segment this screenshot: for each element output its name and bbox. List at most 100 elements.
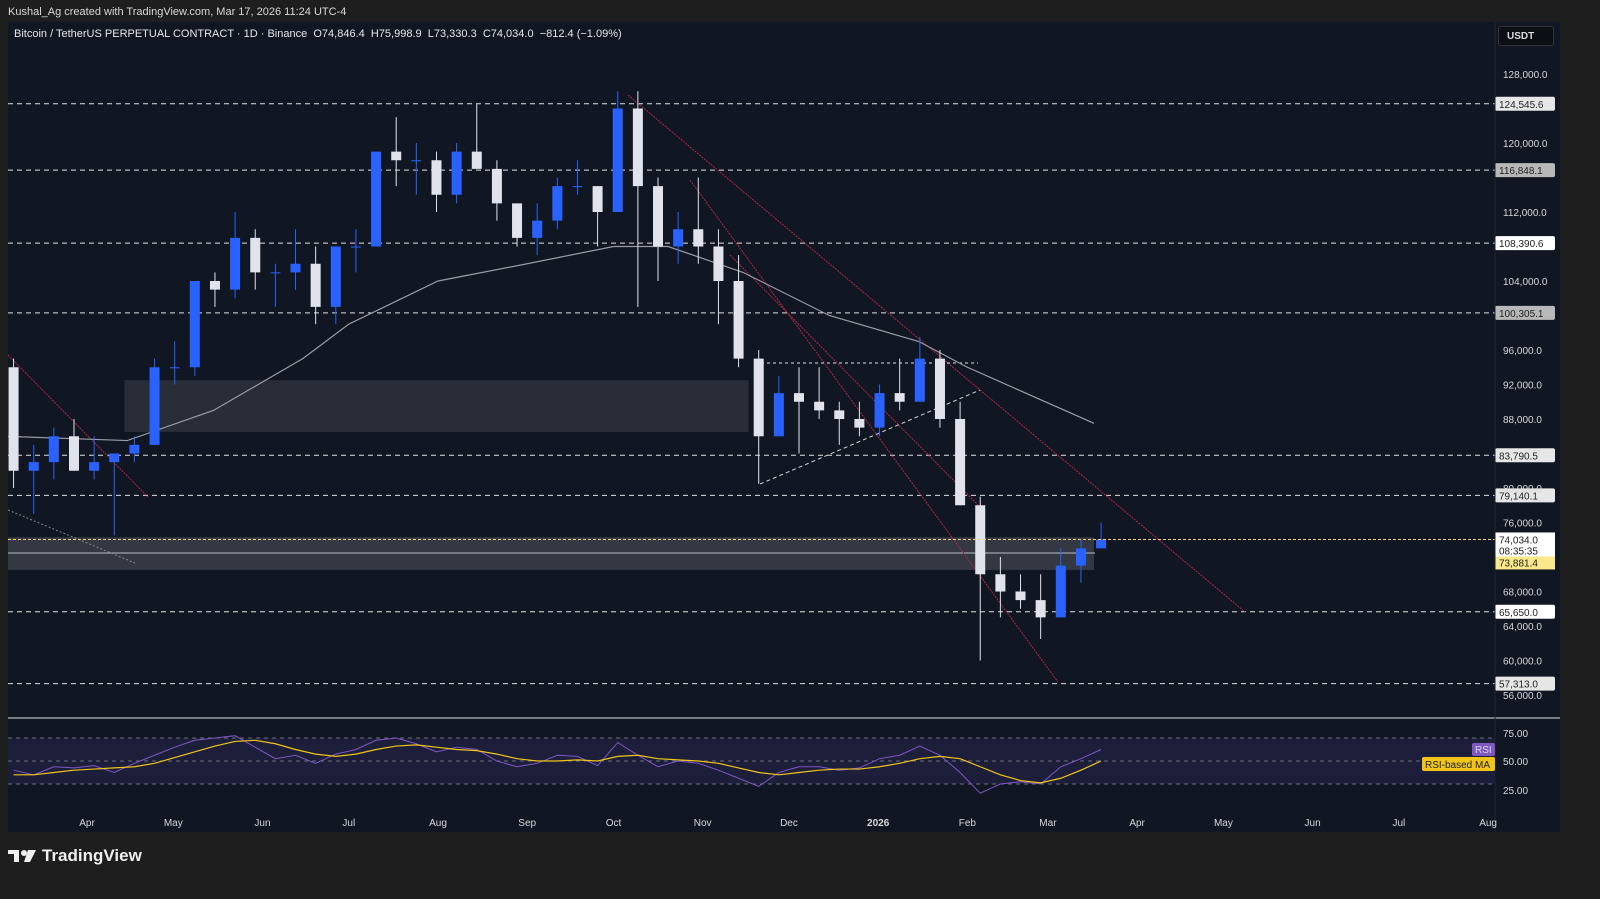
candle-body [189,281,200,368]
rsi-tick-label: 25.00 [1503,786,1528,797]
candle-body [129,444,140,454]
candle-body [89,462,100,471]
candle-body [1096,539,1107,549]
brand-name: TradingView [42,846,142,865]
candle-body [1055,565,1066,618]
level-label-bg [1495,236,1555,251]
level-label: 65,650.0 [1499,608,1538,619]
trendline [8,354,149,498]
zone-rect [124,380,749,432]
y-tick-label: 112,000.0 [1503,208,1547,219]
tradingview-logo[interactable]: TradingView [8,846,142,866]
rsi-line [13,735,1102,794]
ohlc-open: O74,846.4 [313,28,365,40]
y-tick-label: 60,000.0 [1503,657,1542,668]
zone-rect [8,537,1094,570]
candle-body [934,358,945,419]
candle-body [532,220,543,238]
level-label: 100,305.1 [1499,309,1544,320]
candle-body [169,367,180,369]
candle-body [592,186,603,212]
candle-body [673,229,684,247]
candle-body [834,410,845,419]
x-tick-label: Feb [959,818,977,829]
x-tick-label: 2026 [867,818,890,829]
y-tick-label: 88,000.0 [1503,415,1542,426]
tradingview-logo-icon [8,850,36,862]
candle-body [753,358,764,437]
candle-body [350,246,361,248]
x-tick-label: Aug [429,818,447,829]
level-label-bg [1495,305,1555,320]
candle-body [330,246,341,307]
level-label-bg [1495,604,1555,619]
x-tick-label: May [1214,818,1233,829]
candle-body [713,246,724,281]
candle-body [250,237,261,273]
candle-body [572,186,583,188]
rsi-tick-label: 75.00 [1503,729,1528,740]
candle-body [431,160,442,195]
chart-credit: Kushal_Ag created with TradingView.com, … [8,6,347,18]
candle-body [310,263,321,307]
symbol-title[interactable]: Bitcoin / TetherUS PERPETUAL CONTRACT · … [14,28,308,40]
ohlc-close: C74,034.0 [482,28,534,40]
candle-body [914,358,925,402]
trendline [689,179,1059,683]
candle-body [68,436,79,471]
candle-body [48,436,59,463]
candle-body [854,419,865,428]
candle-body [28,462,39,471]
candle-body [552,186,563,221]
x-tick-label: Apr [1129,818,1145,829]
y-tick-label: 76,000.0 [1503,519,1542,530]
candle-body [874,393,885,428]
candle-body [471,151,482,169]
y-tick-label: 56,000.0 [1503,691,1542,702]
secondary-price-bg [1495,556,1555,570]
trendline [729,254,986,513]
candle-body [793,393,804,402]
support-trendline [759,389,981,485]
x-tick-label: Aug [1479,818,1497,829]
candle-body [693,229,704,247]
candle-body [733,281,744,359]
level-label-bg [1495,96,1555,111]
x-tick-label: May [164,818,183,829]
level-label-bg [1495,488,1555,503]
y-tick-label: 92,000.0 [1503,381,1542,392]
y-tick-label: 64,000.0 [1503,622,1542,633]
level-label: 83,790.5 [1499,451,1538,462]
rsi-tag-bg [1472,743,1495,756]
level-label: 57,313.0 [1499,680,1538,691]
rsi-ma-tag-bg [1422,757,1495,771]
rsi-ma-line [13,739,1102,784]
candle-body [1075,548,1086,566]
level-label: 108,390.6 [1499,239,1544,250]
x-tick-label: Nov [694,818,712,829]
x-tick-label: Sep [518,818,536,829]
rsi-ma-tag: RSI-based MA [1425,760,1490,771]
candle-body [653,186,664,247]
candle-body [773,393,784,437]
candle-body [270,272,281,274]
secondary-price-label: 73,881.4 [1499,558,1538,569]
x-tick-label: Jul [1393,818,1406,829]
price-pane [8,91,1495,685]
candle-body [230,237,241,290]
currency-button[interactable]: USDT [1498,26,1554,46]
ohlc-low: L73,330.3 [427,28,477,40]
moving-average-line [8,245,1095,442]
y-tick-label: 68,000.0 [1503,588,1542,599]
rsi-tick-label: 50.00 [1503,757,1528,768]
candle-body [451,151,462,195]
y-tick-label: 104,000.0 [1503,277,1548,288]
x-tick-label: Oct [606,818,622,829]
level-label-bg [1495,163,1555,178]
trendline-gray [8,509,136,564]
last-price-label-bg [1495,532,1555,558]
countdown-label: 08:35:35 [1499,546,1538,557]
candle-body [149,367,160,445]
candle-body [109,453,120,463]
